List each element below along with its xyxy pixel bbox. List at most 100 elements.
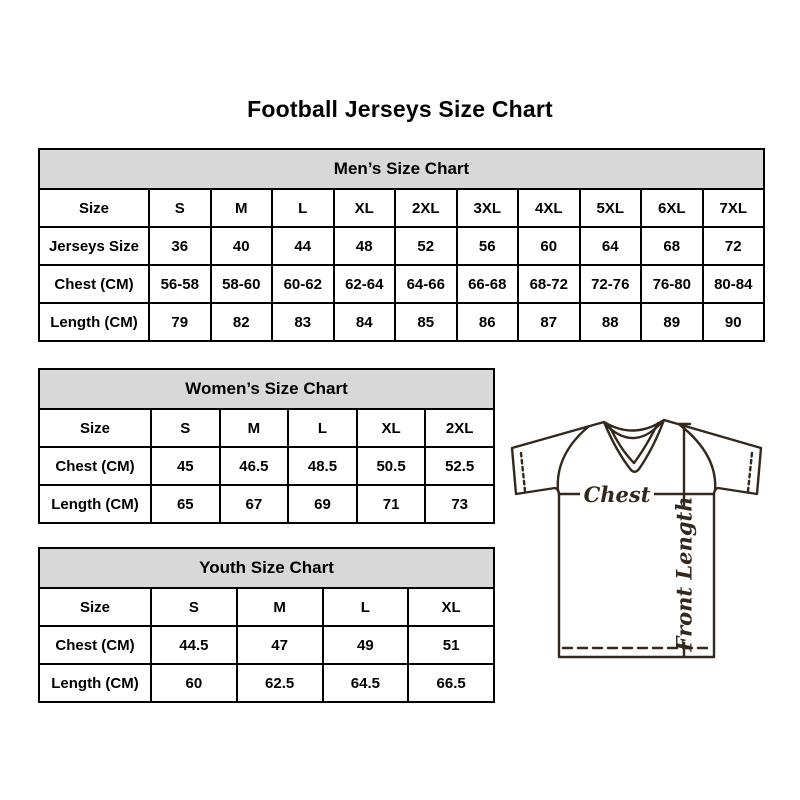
table-cell: 40 bbox=[209, 226, 273, 266]
table-cell: 87 bbox=[517, 302, 581, 342]
table-cell: 47 bbox=[235, 625, 324, 665]
table-row: Length (CM) 65 67 69 71 73 bbox=[38, 484, 495, 524]
table-cell: 68 bbox=[640, 226, 704, 266]
table-cell: 46.5 bbox=[218, 446, 290, 486]
table-cell: 65 bbox=[150, 484, 221, 524]
table-row: Chest (CM) 56-58 58-60 60-62 62-64 64-66 66-68… bbox=[38, 264, 765, 304]
table-cell: 48 bbox=[332, 226, 396, 266]
table-header-row: Women’s Size Chart bbox=[38, 368, 495, 410]
table-cell: 36 bbox=[148, 226, 212, 266]
chest-label-backing bbox=[580, 482, 654, 507]
row-label: Chest (CM) bbox=[38, 264, 150, 304]
table-cell: S bbox=[150, 587, 238, 627]
table-cell: 72 bbox=[701, 226, 765, 266]
table-cell: S bbox=[150, 408, 221, 448]
row-label: Chest (CM) bbox=[38, 446, 152, 486]
table-cell: 44.5 bbox=[150, 625, 238, 665]
table-cell: XL bbox=[355, 408, 427, 448]
table-cell: 66-68 bbox=[455, 264, 519, 304]
table-cell: XL bbox=[332, 188, 396, 228]
womens-size-chart: Women’s Size Chart Size S M L XL 2XL Chest (CM… bbox=[38, 368, 495, 524]
front-length-label-backing bbox=[672, 506, 697, 642]
table-cell: 52 bbox=[394, 226, 458, 266]
table-cell: 58-60 bbox=[209, 264, 273, 304]
table-cell: 71 bbox=[355, 484, 427, 524]
table-cell: 51 bbox=[407, 625, 495, 665]
vneck-inner bbox=[607, 421, 660, 465]
table-cell: 2XL bbox=[394, 188, 458, 228]
table-cell: 79 bbox=[148, 302, 212, 342]
table-cell: 45 bbox=[150, 446, 221, 486]
table-row: Size S M L XL 2XL bbox=[38, 408, 495, 448]
vneck-outer bbox=[602, 418, 666, 473]
table-row: Size S M L XL bbox=[38, 587, 495, 627]
table-cell: L bbox=[287, 408, 358, 448]
table-cell: 83 bbox=[271, 302, 335, 342]
table-cell: 85 bbox=[394, 302, 458, 342]
table-cell: L bbox=[271, 188, 335, 228]
table-cell: 5XL bbox=[578, 188, 642, 228]
table-cell: 76-80 bbox=[640, 264, 704, 304]
page-title: Football Jerseys Size Chart bbox=[247, 96, 553, 122]
mens-size-table: Men’s Size Chart Size S M L XL 2XL 3XL 4XL 5XL 6X… bbox=[38, 148, 765, 342]
table-cell: 64-66 bbox=[394, 264, 458, 304]
table-cell: 56-58 bbox=[148, 264, 212, 304]
mens-size-chart: Men’s Size Chart Size S M L XL 2XL 3XL 4XL 5XL 6X… bbox=[38, 148, 765, 342]
table-cell: 62.5 bbox=[235, 663, 324, 703]
table-cell: 60 bbox=[150, 663, 238, 703]
table-cell: 89 bbox=[640, 302, 704, 342]
table-header-row: Men’s Size Chart bbox=[38, 148, 765, 190]
right-cuff-dashed-line bbox=[746, 451, 754, 493]
table-cell: 7XL bbox=[701, 188, 765, 228]
table-cell: 88 bbox=[578, 302, 642, 342]
table-cell: M bbox=[218, 408, 290, 448]
table-cell: 3XL bbox=[455, 188, 519, 228]
table-cell: 60-62 bbox=[271, 264, 335, 304]
table-cell: 68-72 bbox=[517, 264, 581, 304]
table-cell: 72-76 bbox=[578, 264, 642, 304]
table-cell: 49 bbox=[321, 625, 410, 665]
jersey-outline bbox=[510, 418, 763, 659]
right-sleeve-seam bbox=[678, 423, 717, 493]
table-cell: 6XL bbox=[640, 188, 704, 228]
chest-label: Chest bbox=[584, 482, 651, 507]
table-cell: M bbox=[209, 188, 273, 228]
row-label: Chest (CM) bbox=[38, 625, 152, 665]
table-cell: 60 bbox=[517, 226, 581, 266]
left-sleeve-seam bbox=[556, 425, 590, 493]
table-cell: XL bbox=[407, 587, 495, 627]
table-cell: 52.5 bbox=[424, 446, 495, 486]
youth-size-chart: Youth Size Chart Size S M L XL Chest (CM) 44.5… bbox=[38, 547, 495, 703]
womens-size-table: Women’s Size Chart Size S M L XL 2XL Chest (CM… bbox=[38, 368, 495, 524]
table-cell: 82 bbox=[209, 302, 273, 342]
table-cell: L bbox=[321, 587, 410, 627]
table-cell: M bbox=[235, 587, 324, 627]
row-label: Length (CM) bbox=[38, 484, 152, 524]
table-row: Chest (CM) 45 46.5 48.5 50.5 52.5 bbox=[38, 446, 495, 486]
row-label: Jerseys Size bbox=[38, 226, 150, 266]
table-cell: 50.5 bbox=[355, 446, 427, 486]
table-header-row: Youth Size Chart bbox=[38, 547, 495, 589]
table-cell: 84 bbox=[332, 302, 396, 342]
table-row: Length (CM) 79 82 83 84 85 86 87 88 89 90 bbox=[38, 302, 765, 342]
table-row: Chest (CM) 44.5 47 49 51 bbox=[38, 625, 495, 665]
table-row: Size S M L XL 2XL 3XL 4XL 5XL 6XL 7XL bbox=[38, 188, 765, 228]
row-label: Length (CM) bbox=[38, 302, 150, 342]
table-cell: 67 bbox=[218, 484, 290, 524]
table-cell: 44 bbox=[271, 226, 335, 266]
table-cell: 56 bbox=[455, 226, 519, 266]
table-cell: S bbox=[148, 188, 212, 228]
table-cell: 64 bbox=[578, 226, 642, 266]
table-cell: 66.5 bbox=[407, 663, 495, 703]
table-cell: 90 bbox=[701, 302, 765, 342]
table-cell: 2XL bbox=[424, 408, 495, 448]
youth-size-table: Youth Size Chart Size S M L XL Chest (CM) 44.5… bbox=[38, 547, 495, 703]
mens-table-title: Men’s Size Chart bbox=[38, 148, 765, 190]
table-cell: 62-64 bbox=[332, 264, 396, 304]
table-cell: 48.5 bbox=[287, 446, 358, 486]
row-label: Size bbox=[38, 188, 150, 228]
row-label: Length (CM) bbox=[38, 663, 152, 703]
row-label: Size bbox=[38, 408, 152, 448]
table-cell: 64.5 bbox=[321, 663, 410, 703]
